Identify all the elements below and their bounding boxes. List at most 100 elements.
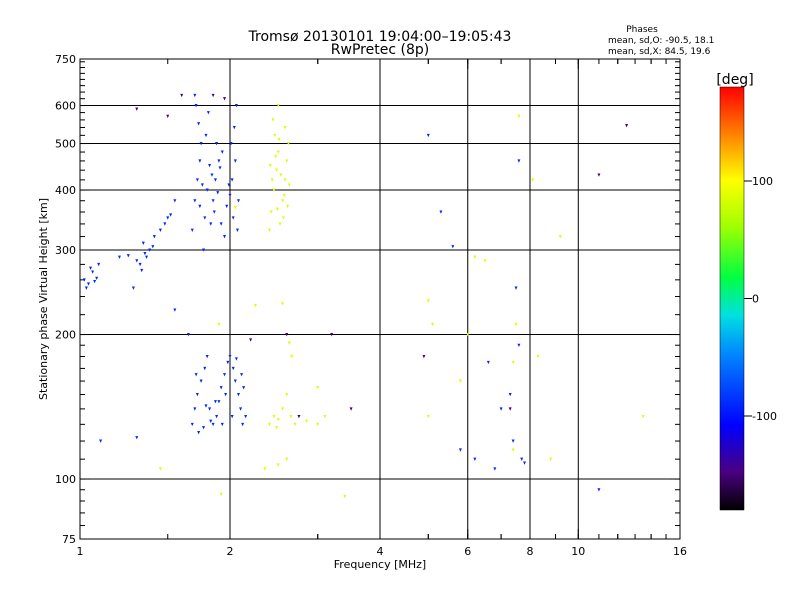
x-tick-label: 6 <box>464 545 471 558</box>
y-tick-label: 300 <box>55 244 76 257</box>
data-point-x <box>343 494 347 499</box>
data-point-x <box>458 379 462 383</box>
data-point-o <box>204 404 208 408</box>
data-point-o <box>91 270 95 274</box>
data-point-other <box>508 407 512 411</box>
data-point-o <box>205 354 209 359</box>
data-point-o <box>197 122 201 126</box>
data-point-x <box>275 426 279 430</box>
data-point-o <box>198 159 202 163</box>
data-point-o <box>212 210 216 214</box>
data-point-x <box>305 419 309 423</box>
data-point-x <box>279 173 283 177</box>
data-point-other <box>330 333 334 337</box>
data-point-o <box>206 111 210 115</box>
data-point-o <box>131 286 135 290</box>
stats-o-mode: mean, sd,O: -90.5, 18.1 <box>608 36 714 46</box>
data-point-o <box>234 357 238 361</box>
data-point-o <box>89 266 93 270</box>
data-point-o <box>215 142 219 146</box>
data-point-o <box>234 104 238 108</box>
data-point-o <box>230 178 234 182</box>
data-point-o <box>205 188 209 192</box>
colorbar-tick-label: 0 <box>752 293 759 306</box>
data-point-o <box>190 228 194 232</box>
data-point-x <box>276 150 280 154</box>
data-points <box>82 93 645 499</box>
data-point-o <box>451 245 455 249</box>
data-point-x <box>511 448 515 452</box>
y-tick-label: 600 <box>55 100 76 113</box>
data-point-o <box>233 379 237 383</box>
data-point-o <box>135 436 139 440</box>
data-point-o <box>240 373 244 377</box>
data-point-x <box>281 216 285 220</box>
colorbar: [deg] 100 0 -100 <box>716 72 777 511</box>
data-point-o <box>117 255 121 259</box>
data-point-x <box>281 302 285 306</box>
data-point-x <box>536 354 540 359</box>
data-point-x <box>233 205 237 210</box>
data-point-other <box>211 93 215 98</box>
data-point-other <box>180 93 184 98</box>
data-point-o <box>242 386 246 390</box>
data-point-o <box>236 393 240 397</box>
data-point-x <box>263 467 267 471</box>
x-tick-label: 4 <box>377 545 384 558</box>
data-point-o <box>217 400 221 404</box>
data-point-o <box>223 235 227 239</box>
y-tick-label: 200 <box>55 329 76 342</box>
data-point-o <box>211 422 215 427</box>
data-point-o <box>86 282 90 286</box>
data-point-o <box>193 93 197 98</box>
data-point-x <box>281 407 285 411</box>
data-point-x <box>282 193 286 198</box>
data-point-o <box>138 262 142 267</box>
data-point-x <box>558 235 562 239</box>
data-point-o <box>220 150 224 154</box>
chart-title: Tromsø 20130101 19:04:00–19:05:43 <box>248 29 512 45</box>
data-point-o <box>499 407 503 411</box>
data-point-o <box>208 163 212 168</box>
data-point-x <box>473 255 477 259</box>
y-tick-label: 500 <box>55 138 76 151</box>
data-point-x <box>268 163 272 168</box>
data-point-o <box>213 400 217 404</box>
data-point-other <box>297 414 301 419</box>
data-point-o <box>233 159 237 163</box>
data-point-o <box>228 354 232 359</box>
data-point-o <box>473 457 477 461</box>
data-point-other <box>597 173 601 177</box>
stats-heading: Phases <box>626 25 658 35</box>
data-point-o <box>226 360 230 365</box>
data-point-o <box>190 422 194 427</box>
data-point-o <box>151 245 155 249</box>
colorbar-tick-label: 100 <box>752 175 773 188</box>
colorbar-ticks: 100 0 -100 <box>744 175 777 423</box>
data-point-o <box>486 360 490 365</box>
data-point-x <box>276 104 280 108</box>
data-point-o <box>141 241 145 245</box>
data-point-x <box>286 142 290 146</box>
data-point-x <box>267 228 271 232</box>
data-point-o <box>197 431 201 435</box>
data-point-o <box>193 199 197 203</box>
data-point-o <box>217 159 221 163</box>
data-point-o <box>219 222 223 226</box>
data-point-x <box>253 303 257 308</box>
plot-area: 1 2 4 6 8 10 16 75 100 200 300 400 500 600 750 <box>55 53 687 558</box>
stats-x-mode: mean, sd,X: 84.5, 19.6 <box>608 47 711 57</box>
data-point-other <box>166 114 170 119</box>
data-point-o <box>508 393 512 397</box>
data-point-o <box>200 183 204 187</box>
data-point-other <box>223 97 227 101</box>
data-point-o <box>158 228 162 232</box>
data-point-o <box>93 279 97 284</box>
data-point-o <box>224 393 228 397</box>
data-point-other <box>249 338 253 342</box>
data-point-x <box>270 178 274 182</box>
data-point-o <box>426 133 430 138</box>
data-point-x <box>272 414 276 419</box>
data-point-x <box>531 178 535 182</box>
